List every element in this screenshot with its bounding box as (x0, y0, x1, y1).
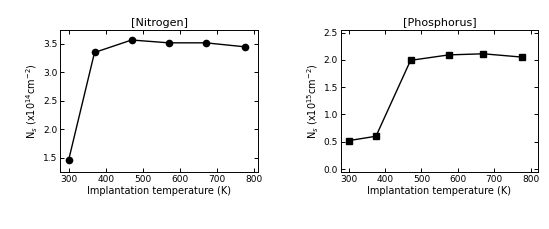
Y-axis label: N$_s$ (x10$^{15}$cm$^{-2}$): N$_s$ (x10$^{15}$cm$^{-2}$) (305, 63, 321, 139)
X-axis label: Implantation temperature (K): Implantation temperature (K) (87, 186, 231, 196)
X-axis label: Implantation temperature (K): Implantation temperature (K) (367, 186, 511, 196)
Title: [Phosphorus]: [Phosphorus] (402, 18, 476, 28)
Y-axis label: N$_s$ (x10$^{14}$cm$^{-2}$): N$_s$ (x10$^{14}$cm$^{-2}$) (25, 63, 41, 139)
Title: [Nitrogen]: [Nitrogen] (131, 18, 188, 28)
